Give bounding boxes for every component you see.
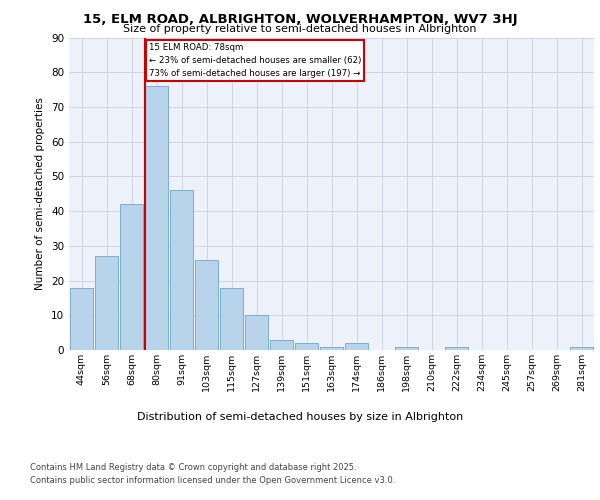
Bar (569, 346, 593, 350)
Text: Size of property relative to semi-detached houses in Albrighton: Size of property relative to semi-detach… (123, 24, 477, 34)
Text: Distribution of semi-detached houses by size in Albrighton: Distribution of semi-detached houses by … (137, 412, 463, 422)
Bar (295, 343, 319, 350)
Bar (70, 288, 94, 350)
Bar (145, 86, 169, 350)
Text: 15, ELM ROAD, ALBRIGHTON, WOLVERHAMPTON, WV7 3HJ: 15, ELM ROAD, ALBRIGHTON, WOLVERHAMPTON,… (83, 12, 517, 26)
Text: 15 ELM ROAD: 78sqm
← 23% of semi-detached houses are smaller (62)
73% of semi-de: 15 ELM ROAD: 78sqm ← 23% of semi-detache… (149, 42, 361, 78)
Text: Contains HM Land Registry data © Crown copyright and database right 2025.: Contains HM Land Registry data © Crown c… (30, 462, 356, 471)
Bar (245, 316, 268, 350)
Bar (170, 190, 193, 350)
Bar (344, 343, 368, 350)
Bar (194, 260, 218, 350)
Text: Contains public sector information licensed under the Open Government Licence v3: Contains public sector information licen… (30, 476, 395, 485)
Bar (395, 346, 418, 350)
Bar (320, 346, 343, 350)
Bar (220, 288, 244, 350)
Bar (445, 346, 469, 350)
Y-axis label: Number of semi-detached properties: Number of semi-detached properties (35, 98, 46, 290)
Bar (95, 256, 118, 350)
Bar (119, 204, 143, 350)
Bar (269, 340, 293, 350)
